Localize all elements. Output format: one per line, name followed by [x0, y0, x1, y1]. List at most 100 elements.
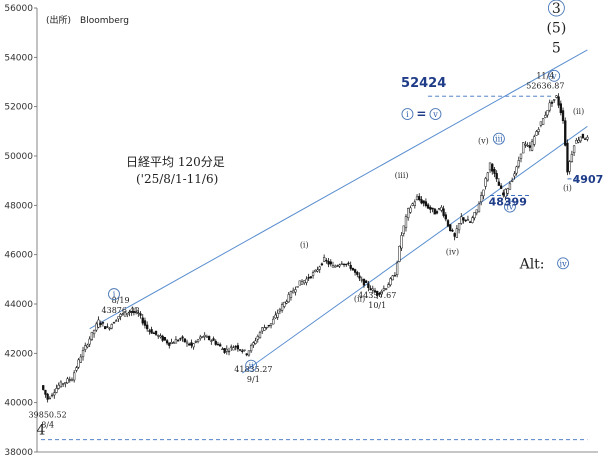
candle-body	[150, 329, 153, 334]
candle-body	[307, 277, 310, 279]
candle-body	[360, 279, 363, 281]
candle-body	[185, 341, 189, 344]
candle-body	[546, 110, 549, 116]
candle-body	[265, 326, 268, 329]
candle-body	[183, 338, 186, 343]
candle-body	[234, 346, 237, 348]
level-label: 48399	[489, 195, 527, 208]
candle-body	[345, 263, 348, 266]
candle-body	[46, 393, 49, 400]
candle-body	[400, 235, 403, 249]
candle-body	[108, 327, 111, 330]
wave-label: 5	[552, 40, 561, 56]
candle-body	[365, 280, 368, 283]
candle-body	[236, 345, 240, 350]
candle-body	[376, 290, 379, 296]
candle-body	[515, 166, 518, 174]
candle-body	[141, 317, 144, 324]
candle-body	[101, 322, 105, 324]
circled-wave-marker	[547, 0, 565, 17]
candle-body	[115, 320, 118, 322]
y-tick-label: 38000	[4, 448, 33, 458]
candle-body	[176, 340, 180, 342]
candle-body	[90, 331, 94, 340]
equation-left-circle	[401, 108, 414, 121]
candle-body	[272, 318, 275, 325]
candle-body	[230, 346, 233, 348]
candle-body	[466, 219, 470, 221]
candle-body	[475, 209, 478, 214]
candle-body	[418, 196, 421, 201]
candle-body	[358, 275, 361, 279]
candle-body	[172, 342, 175, 344]
candle-body	[157, 335, 160, 337]
candle-body	[464, 219, 467, 222]
candle-body	[53, 392, 56, 396]
candle-body	[99, 323, 102, 325]
price-annotation: 52636.87	[526, 81, 564, 90]
y-tick-label: 44000	[4, 300, 33, 310]
candle-body	[201, 336, 204, 338]
candle-body	[477, 203, 481, 213]
price-annotation: 8/19	[112, 296, 130, 305]
candle-body	[387, 284, 390, 288]
candle-body	[318, 266, 321, 270]
candle-body	[455, 228, 459, 238]
candle-body	[245, 353, 248, 356]
y-tick-label: 50000	[4, 152, 33, 162]
candle-body	[263, 327, 266, 331]
candle-body	[570, 154, 574, 163]
candle-body	[378, 293, 381, 295]
circled-wave-marker	[503, 200, 516, 213]
candle-body	[243, 349, 246, 351]
candle-body	[280, 304, 284, 311]
candle-body	[340, 263, 343, 265]
candle-body	[480, 195, 483, 203]
candle-body	[130, 311, 133, 313]
candle-body	[232, 347, 235, 351]
candle-body	[68, 379, 71, 381]
candle-body	[325, 260, 328, 262]
candle-body	[444, 214, 447, 220]
candle-body	[128, 311, 131, 313]
candle-body	[154, 330, 158, 335]
y-tick-label: 56000	[4, 4, 33, 14]
candle-body	[555, 95, 558, 98]
candle-body	[285, 301, 288, 304]
candle-body	[471, 217, 474, 223]
candle-body	[402, 225, 405, 234]
candle-body	[493, 169, 496, 174]
candle-body	[163, 337, 167, 341]
candle-body	[59, 381, 63, 388]
price-annotation: 44357.67	[358, 291, 396, 300]
candle-body	[424, 201, 428, 207]
candle-body	[123, 311, 127, 317]
candle-body	[194, 341, 197, 343]
candle-body	[212, 338, 215, 341]
candle-body	[544, 114, 547, 118]
candle-body	[336, 265, 339, 267]
candle-body	[207, 336, 211, 340]
candle-body	[393, 275, 397, 277]
candle-body	[238, 349, 242, 351]
candle-body	[407, 208, 410, 218]
equation-operator: =	[416, 107, 426, 121]
channel-line-upper	[89, 49, 588, 330]
candle-body	[42, 385, 45, 390]
circled-wave-marker	[108, 288, 120, 301]
chart-subtitle: ('25/8/1-11/6)	[136, 172, 218, 186]
candle-body	[581, 133, 585, 139]
price-annotation: 41835.27	[234, 365, 272, 374]
candle-body	[342, 263, 346, 266]
candle-body	[170, 341, 173, 344]
candle-body	[294, 289, 297, 293]
candle-body	[95, 323, 98, 331]
candle-body	[550, 101, 554, 104]
candle-body	[519, 153, 523, 159]
candle-body	[568, 161, 571, 172]
candle-body	[219, 344, 222, 347]
candle-body	[152, 332, 155, 335]
candle-body	[561, 110, 565, 121]
candle-body	[391, 275, 394, 281]
